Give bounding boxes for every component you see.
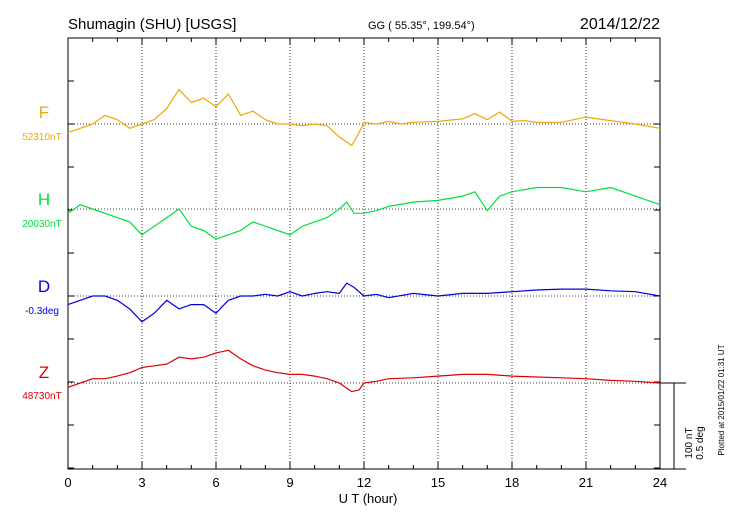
series-name-H: H [38,190,50,209]
series-line-H [67,186,661,240]
x-tick-label-12: 12 [357,475,371,490]
x-axis-label: U T (hour) [339,491,398,506]
series-name-Z: Z [39,363,49,382]
station-coordinates: GG ( 55.35°, 199.54°) [368,20,475,32]
series-baseline-F: 52310nT [22,132,61,143]
x-tick-label-9: 9 [286,475,293,490]
scale-bar: 100 nT 0.5 deg [660,382,706,470]
x-tick-label-3: 3 [138,475,145,490]
series-baseline-H: 20030nT [22,219,61,230]
x-tick-label-21: 21 [579,475,593,490]
series-baseline-D: -0.3deg [25,306,59,317]
series-name-F: F [39,103,49,122]
scale-bar-deg-label: 0.5 deg [695,426,706,459]
series-line-Z [67,349,661,393]
x-tick-label-6: 6 [212,475,219,490]
series-name-D: D [38,277,50,296]
series-lines [67,88,661,393]
plotted-at-note: Plotted at 2015/01/22 01:31 UT [717,344,726,455]
x-tick-label-15: 15 [431,475,445,490]
series-baseline-Z: 48730nT [22,391,61,402]
grid-lines [68,38,660,469]
series-line-D [67,282,661,323]
plot-date: 2014/12/22 [580,16,660,33]
x-tick-label-24: 24 [653,475,667,490]
station-title: Shumagin (SHU) [USGS] [68,16,236,33]
scale-bar-nt-label: 100 nT [684,427,695,458]
series-line-F [67,88,661,147]
x-tick-label-0: 0 [64,475,71,490]
axis-ticks: 0 3 6 9 12 15 18 21 24 [64,38,667,490]
x-tick-label-18: 18 [505,475,519,490]
series-labels: F 52310nT H 20030nT D -0.3deg Z 48730nT [22,103,61,402]
